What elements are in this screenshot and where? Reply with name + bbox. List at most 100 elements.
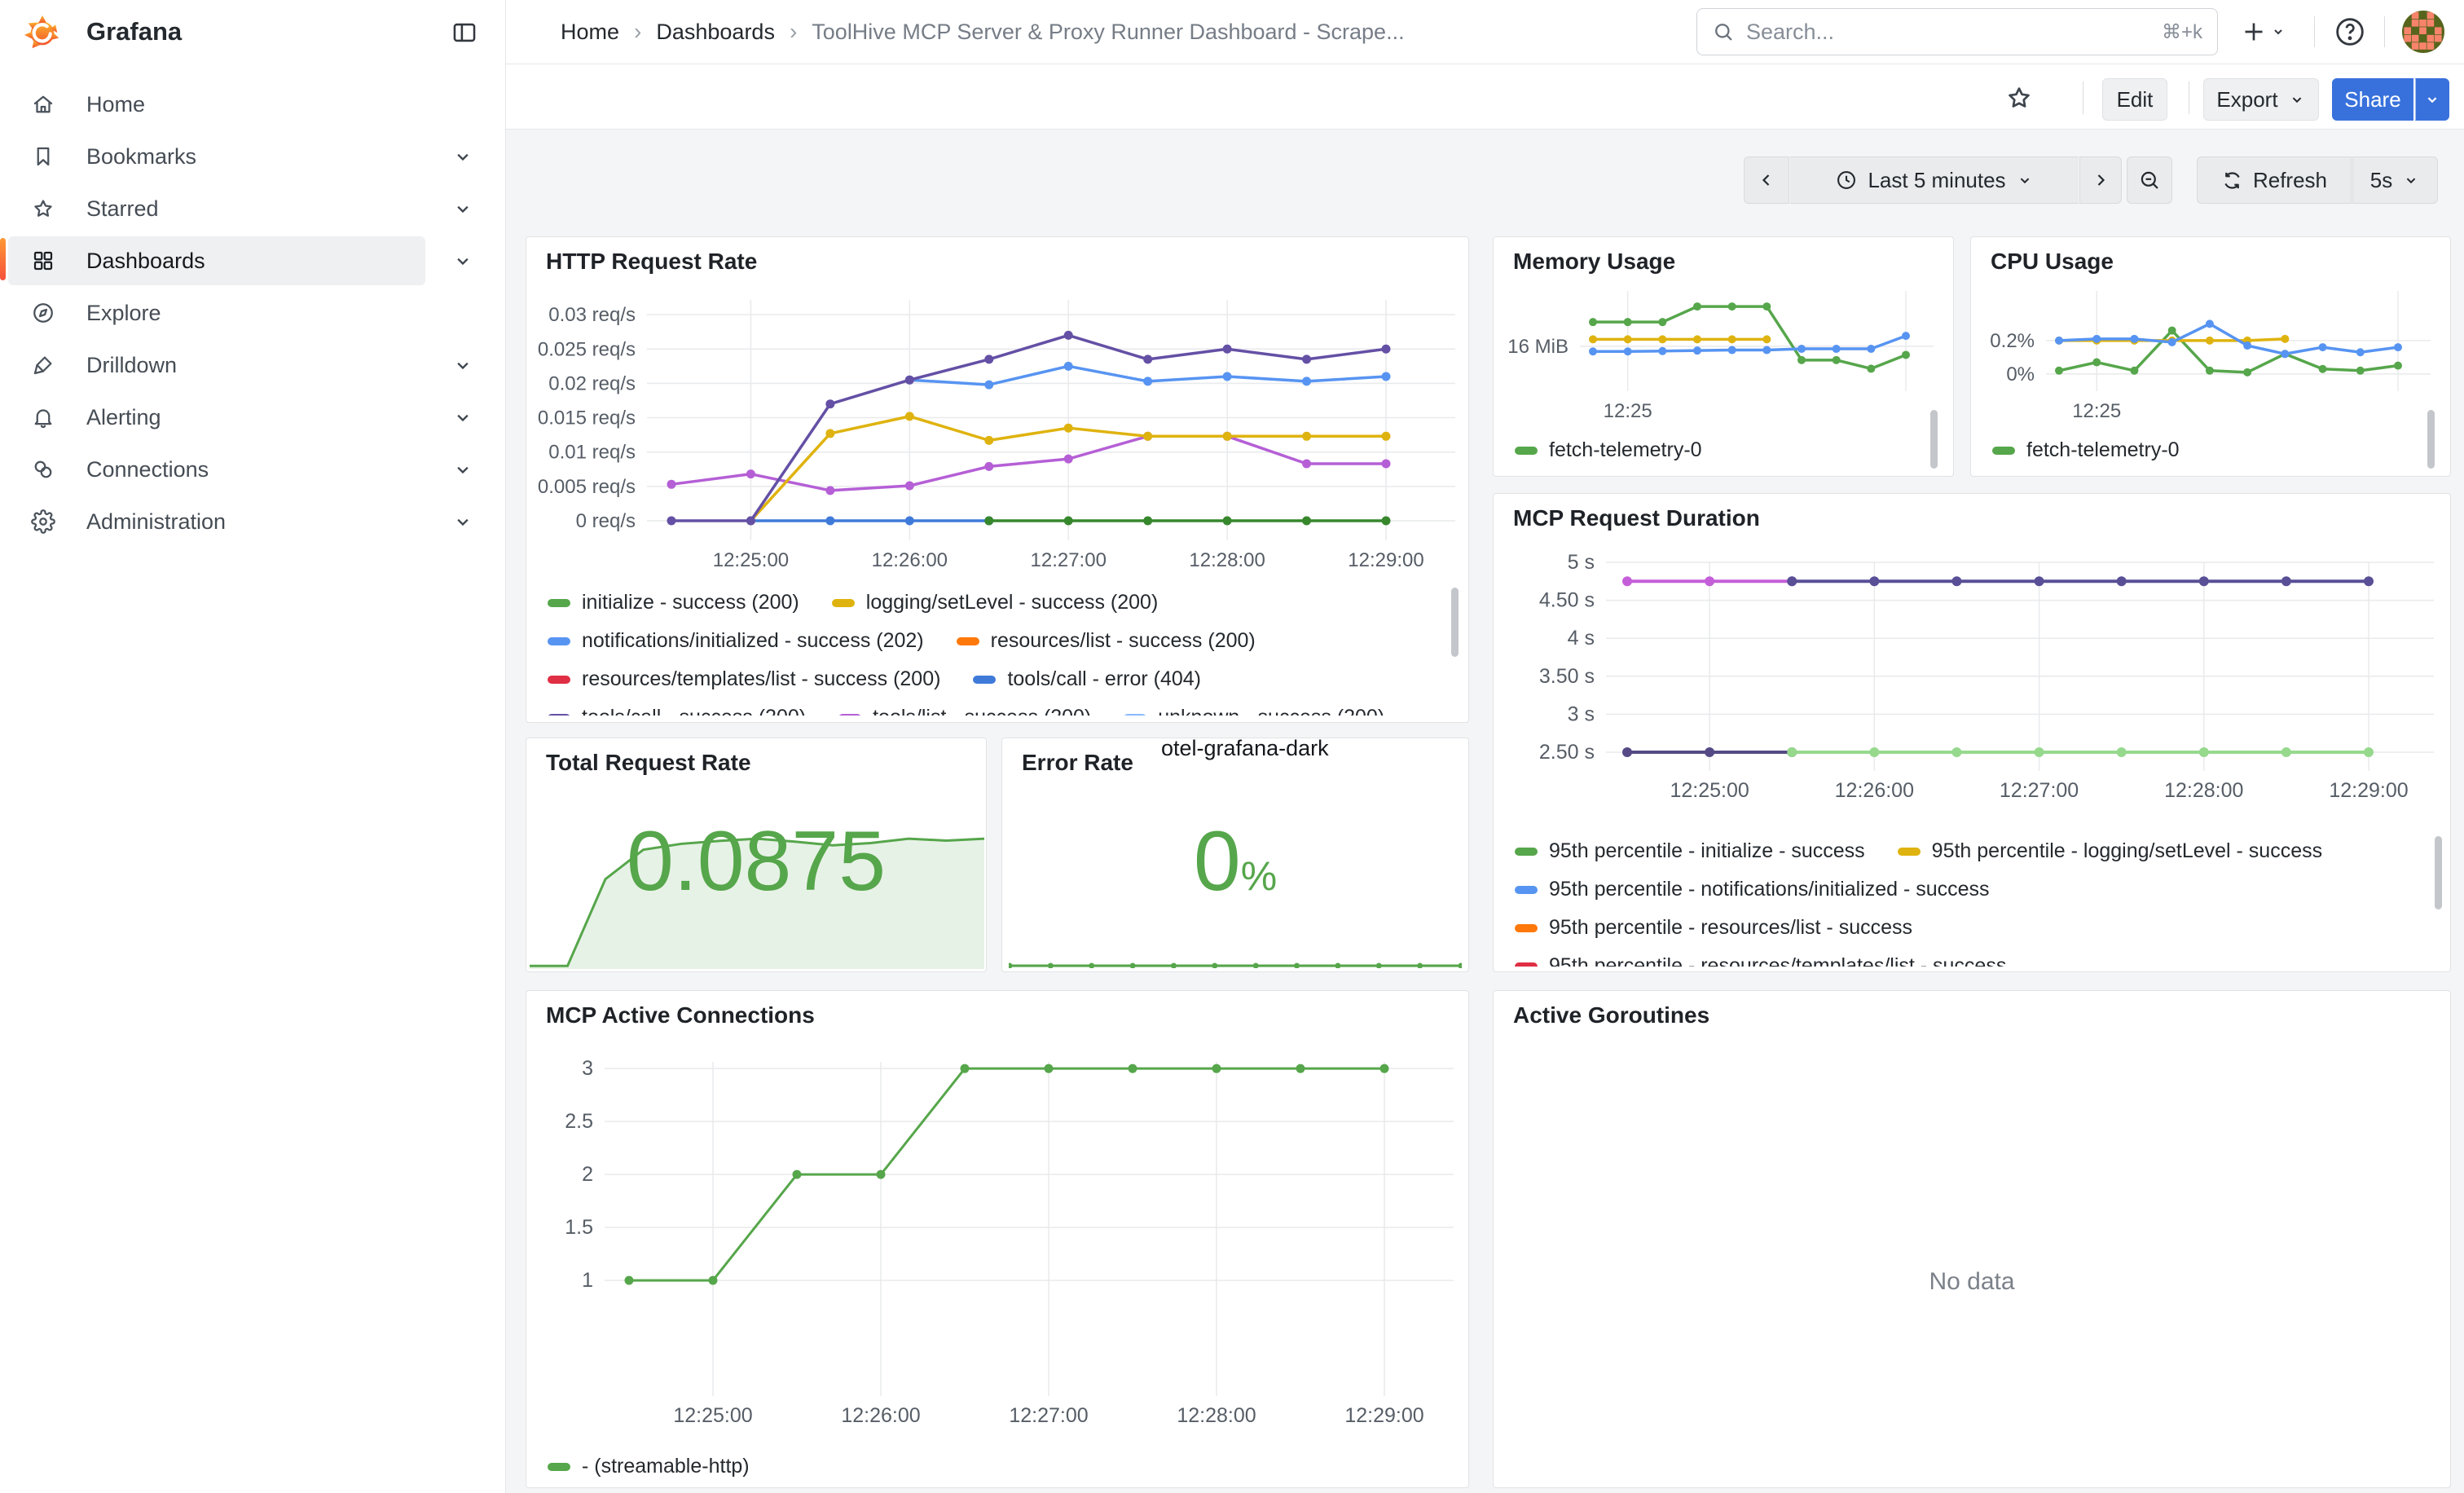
svg-text:0.025 req/s: 0.025 req/s (538, 338, 636, 360)
time-forward-button[interactable] (2079, 156, 2122, 204)
chevron-down-icon[interactable] (451, 145, 474, 168)
share-menu-button[interactable] (2415, 78, 2449, 121)
legend-label: unknown - success (200) (1158, 706, 1384, 716)
chevron-down-icon[interactable] (451, 249, 474, 272)
legend-label: initialize - success (200) (582, 591, 799, 614)
chart-legend: - (streamable-http) (548, 1447, 1036, 1486)
error-rate-sparkline[interactable] (1006, 955, 1464, 969)
time-range-label: Last 5 minutes (1868, 167, 2006, 192)
legend-item[interactable]: fetch-telemetry-0 (1515, 438, 1702, 462)
legend-label: 95th percentile - resources/templates/li… (1549, 954, 2007, 967)
svg-text:0.02 req/s: 0.02 req/s (548, 372, 636, 394)
zoom-out-button[interactable] (2127, 156, 2172, 204)
refresh-button[interactable]: Refresh (2197, 156, 2352, 204)
sidebar-item-dashboards[interactable]: Dashboards (0, 235, 505, 287)
legend-item[interactable]: notifications/initialized - success (202… (548, 629, 924, 653)
legend-item[interactable]: 95th percentile - logging/setLevel - suc… (1897, 839, 2322, 863)
sidebar-item-drilldown[interactable]: Drilldown (0, 339, 505, 391)
panel-title[interactable]: Error Rate (1022, 750, 1133, 775)
panel-title[interactable]: CPU Usage (1991, 249, 2114, 274)
legend-item[interactable]: tools/list - success (200) (838, 706, 1091, 716)
chevron-down-icon[interactable] (451, 510, 474, 533)
panel-title[interactable]: Active Goroutines (1513, 1002, 1710, 1028)
legend-swatch (1992, 446, 2015, 455)
legend-item[interactable]: 95th percentile - resources/templates/li… (1515, 954, 2006, 967)
legend-item[interactable]: logging/setLevel - success (200) (831, 591, 1159, 614)
cpu-usage-chart[interactable]: 0.2% 0% 12:25 (1976, 286, 2442, 422)
sidebar: Grafana Home Bookmarks Starred (0, 0, 506, 1493)
legend-label: logging/setLevel - success (200) (865, 591, 1159, 614)
chevron-down-icon[interactable] (451, 197, 474, 220)
sidebar-item-connections[interactable]: Connections (0, 443, 505, 495)
scrollbar-thumb[interactable] (2427, 410, 2435, 469)
legend-item[interactable]: tools/call - success (200) (548, 706, 806, 716)
sidebar-item-starred[interactable]: Starred (0, 183, 505, 235)
panel-http-request-rate: HTTP Request Rate 0 req/s 0.005 req/s 0.01… (526, 236, 1469, 723)
legend-swatch (1515, 446, 1538, 455)
favorite-star-icon[interactable] (2003, 81, 2035, 114)
link-icon (31, 457, 55, 482)
breadcrumb-home[interactable]: Home (561, 19, 620, 44)
sidebar-toggle-icon[interactable] (450, 18, 479, 47)
share-button[interactable]: Share (2332, 78, 2413, 121)
legend-item[interactable]: initialize - success (200) (548, 591, 799, 614)
chevron-down-icon[interactable] (451, 354, 474, 377)
time-range-button[interactable]: Last 5 minutes (1790, 156, 2079, 204)
refresh-interval-button[interactable]: 5s (2352, 156, 2438, 204)
scrollbar-thumb[interactable] (2435, 836, 2442, 909)
legend-item[interactable]: 95th percentile - resources/list - succe… (1515, 916, 1912, 940)
svg-text:4.50 s: 4.50 s (1539, 589, 1595, 612)
sidebar-item-home[interactable]: Home (0, 78, 505, 130)
legend-item[interactable]: unknown - success (200) (1124, 706, 1384, 716)
sidebar-item-alerting[interactable]: Alerting (0, 391, 505, 443)
panel-title[interactable]: Total Request Rate (546, 750, 751, 775)
mcp-active-connections-chart[interactable]: 3 2.5 2 1.5 1 12:25:00 12:26:00 12:27:00 12:28:0… (531, 1052, 1465, 1443)
legend-swatch (548, 1462, 570, 1471)
legend-item[interactable]: 95th percentile - initialize - success (1515, 839, 1865, 863)
legend-item[interactable]: 95th percentile - notifications/initiali… (1515, 878, 1990, 901)
legend-label: 95th percentile - resources/list - succe… (1549, 916, 1913, 939)
chevron-down-icon[interactable] (451, 458, 474, 481)
sidebar-item-explore[interactable]: Explore (0, 287, 505, 339)
export-button[interactable]: Export (2203, 78, 2319, 121)
sidebar-item-label: Dashboards (86, 248, 205, 273)
time-back-button[interactable] (1744, 156, 1789, 204)
svg-text:12:26:00: 12:26:00 (841, 1404, 920, 1427)
chevron-down-icon (2274, 29, 2282, 35)
svg-text:0.005 req/s: 0.005 req/s (538, 476, 636, 498)
legend-item[interactable]: fetch-telemetry-0 (1992, 438, 2180, 462)
scrollbar-thumb[interactable] (1451, 588, 1459, 657)
panel-title[interactable]: MCP Request Duration (1513, 505, 1760, 531)
sidebar-nav: Home Bookmarks Starred Dashboards Explor… (0, 78, 505, 548)
avatar[interactable] (2402, 11, 2444, 53)
legend-item[interactable]: resources/list - success (200) (956, 629, 1256, 653)
sidebar-item-administration[interactable]: Administration (0, 495, 505, 548)
breadcrumb-dashboards[interactable]: Dashboards (656, 19, 775, 44)
panel-title[interactable]: MCP Active Connections (546, 1002, 815, 1028)
panel-active-goroutines: Active Goroutines No data (1493, 990, 2451, 1488)
chevron-down-icon[interactable] (451, 406, 474, 429)
help-icon[interactable] (2332, 14, 2368, 50)
svg-text:2.50 s: 2.50 s (1539, 741, 1595, 764)
svg-text:3 s: 3 s (1568, 702, 1595, 725)
add-button[interactable] (2231, 15, 2296, 49)
mcp-request-duration-chart[interactable]: 5 s 4.50 s 4 s 3.50 s 3 s 2.50 s 12:25:00 12:26… (1500, 551, 2445, 812)
search-input[interactable]: Search... ⌘+k (1696, 8, 2218, 55)
scrollbar-thumb[interactable] (1930, 410, 1938, 469)
grafana-logo-icon[interactable] (23, 13, 60, 51)
legend-label: resources/list - success (200) (990, 629, 1256, 652)
panel-title[interactable]: Memory Usage (1513, 249, 1676, 274)
legend-swatch (548, 713, 570, 716)
legend-item[interactable]: resources/templates/list - success (200) (548, 667, 940, 691)
svg-text:1.5: 1.5 (565, 1216, 593, 1239)
sidebar-item-bookmarks[interactable]: Bookmarks (0, 130, 505, 183)
memory-usage-chart[interactable]: 16 MiB 12:25 (1498, 286, 1945, 422)
total-request-rate-sparkline[interactable] (529, 826, 985, 970)
legend-item[interactable]: - (streamable-http) (548, 1455, 750, 1478)
http-request-rate-chart[interactable]: 0 req/s 0.005 req/s 0.01 req/s 0.015 req/s 0… (533, 290, 1463, 579)
panel-title[interactable]: HTTP Request Rate (546, 249, 758, 274)
legend-item[interactable]: tools/call - error (404) (973, 667, 1201, 691)
edit-button[interactable]: Edit (2102, 78, 2167, 121)
legend-label: - (streamable-http) (582, 1455, 750, 1478)
